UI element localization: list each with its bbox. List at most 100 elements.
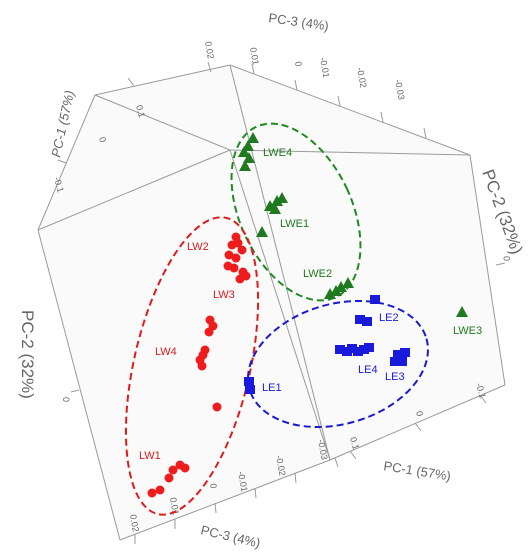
data-point-le (393, 350, 403, 359)
tick-label-pc3-top: 0 (293, 61, 304, 68)
box-edge (229, 149, 331, 461)
box-edge (37, 149, 231, 231)
data-point-lwe (239, 160, 251, 171)
tick-mark (294, 472, 297, 484)
group-label-lwe2: LWE2 (303, 268, 332, 280)
tick-label-pc1-bottom: 0 (414, 410, 425, 417)
tick-mark (337, 95, 341, 107)
data-point-lw (235, 274, 245, 284)
data-point-lwe (342, 277, 354, 288)
tick-label-pc3-bottom: 0.02 (128, 514, 141, 533)
axis-title-pc3-bottom: PC-3 (4%) (199, 522, 262, 550)
tick-mark (495, 262, 506, 266)
group-label-lw1: LW1 (139, 450, 161, 462)
box-frame (37, 64, 506, 541)
data-point-lwe (330, 285, 342, 296)
box-edge (229, 64, 331, 461)
box-edge (229, 149, 471, 156)
data-point-lwe (256, 226, 268, 237)
tick-mark (254, 487, 257, 499)
group-label-lwe3: LWE3 (453, 325, 482, 337)
data-point-lwe (324, 288, 336, 299)
data-point-le (390, 357, 400, 366)
data-point-le (353, 347, 363, 356)
tick-label-pc3-bottom: -0.03 (316, 439, 329, 461)
data-point-le (245, 385, 255, 394)
data-point-lw (224, 250, 234, 260)
box-edge (94, 94, 231, 151)
tick-mark (207, 61, 212, 73)
tick-label-pc3-bottom: 0 (208, 483, 219, 490)
data-point-lw (237, 245, 247, 255)
axis-title-pc1-bottom: PC-1 (57%) (383, 458, 452, 483)
data-point-lw (164, 473, 174, 483)
tick-mark (127, 77, 135, 87)
tick-label-pc1-top: -0.1 (52, 176, 66, 194)
tick-label-pc2-right: 0 (502, 256, 512, 261)
data-point-le (347, 344, 357, 353)
box-edge (229, 64, 471, 156)
tick-label-pc3-bottom: -0.02 (274, 455, 287, 477)
data-point-le (364, 343, 374, 352)
data-point-lwe (238, 146, 250, 157)
tick-label-pc3-top: -0.03 (393, 79, 406, 101)
tick-mark (294, 79, 298, 91)
box-edge (37, 229, 121, 541)
data-point-lw (155, 485, 165, 495)
tick-mark (251, 63, 255, 75)
group-label-lwe4: LWE4 (263, 147, 292, 159)
group-label-lw2: LW2 (187, 241, 209, 253)
data-point-lw (212, 402, 222, 412)
box-back-panel (38, 65, 505, 540)
data-point-le (244, 377, 254, 386)
data-point-le (400, 348, 410, 357)
data-point-lwe (456, 306, 468, 317)
data-point-lwe (243, 152, 255, 163)
tick-marks (57, 61, 506, 544)
tick-mark (57, 159, 67, 164)
box-edge (469, 154, 506, 386)
data-point-lwe (247, 132, 259, 143)
data-point-lw (233, 238, 243, 248)
group-label-le3: LE3 (385, 371, 405, 383)
group-label-le2: LE2 (379, 312, 399, 324)
tick-mark (479, 394, 487, 404)
tick-mark (423, 127, 427, 139)
group-label-lw3: LW3 (213, 289, 235, 301)
ellipse-lwe (230, 122, 362, 302)
group-label-le4: LE4 (358, 364, 378, 376)
tick-label-pc3-top: 0.01 (248, 47, 261, 66)
box-edge (94, 64, 231, 96)
ellipse-le (247, 299, 429, 429)
tick-mark (380, 111, 384, 123)
data-point-lwe (271, 195, 283, 206)
tick-mark (414, 422, 422, 432)
tick-label-pc3-top: 0.02 (203, 41, 216, 60)
data-point-le (335, 345, 345, 354)
tick-label-pc3-top: -0.01 (318, 57, 331, 79)
axis-title-pc2-right: PC-2 (32%) (478, 167, 526, 257)
data-point-le (362, 317, 372, 326)
data-point-lw (204, 327, 214, 337)
axis-title-pc2-left: PC-2 (32%) (18, 310, 37, 399)
data-point-lw (180, 463, 190, 473)
tick-label-pc1-bottom: -0.1 (474, 382, 488, 400)
group-label-le1: LE1 (262, 382, 282, 394)
data-point-le (355, 315, 365, 324)
box-edge (329, 384, 506, 461)
group-label-lw4: LW4 (155, 346, 177, 358)
data-point-le (370, 295, 380, 304)
group-labels: LWE4 LWE1 LWE2 LWE3 LW2 LW3 LW4 LW1 LE1 … (139, 147, 482, 462)
tick-labels: 0.02 0.01 0 -0.01 -0.02 -0.03 0.1 0 -0.1… (52, 41, 512, 533)
axis-title-pc3-top: PC-3 (4%) (268, 10, 330, 33)
data-point-lw (168, 465, 178, 475)
tick-mark (349, 450, 357, 460)
data-point-lw (147, 488, 157, 498)
data-point-lw (231, 253, 241, 263)
box-edge (37, 94, 96, 231)
tick-mark (214, 502, 217, 514)
tick-mark (70, 389, 80, 393)
tick-label-pc1-bottom: 0.1 (348, 436, 361, 451)
